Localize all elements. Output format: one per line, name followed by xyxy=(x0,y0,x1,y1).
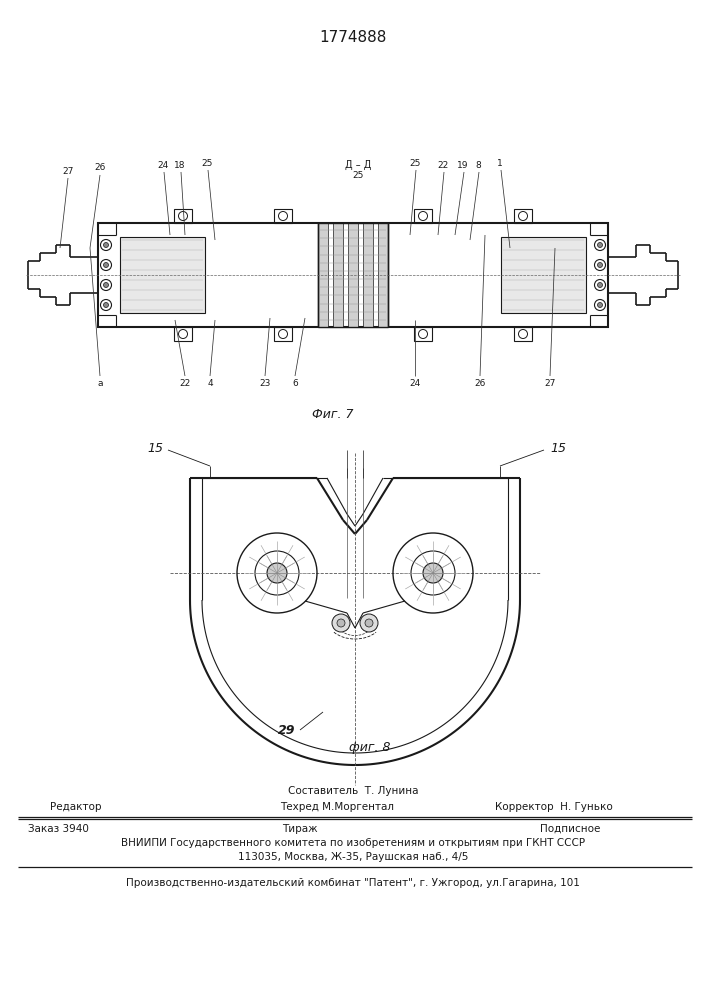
Circle shape xyxy=(597,262,602,267)
Text: Составитель  Т. Лунина: Составитель Т. Лунина xyxy=(288,786,419,796)
Text: 19: 19 xyxy=(457,160,469,169)
Circle shape xyxy=(360,614,378,632)
Text: Фиг. 7: Фиг. 7 xyxy=(312,408,354,422)
Text: фиг. 8: фиг. 8 xyxy=(349,740,391,754)
Text: Производственно-издательский комбинат "Патент", г. Ужгород, ул.Гагарина, 101: Производственно-издательский комбинат "П… xyxy=(126,878,580,888)
Circle shape xyxy=(103,262,108,267)
Bar xyxy=(274,327,292,341)
Text: ВНИИПИ Государственного комитета по изобретениям и открытиям при ГКНТ СССР: ВНИИПИ Государственного комитета по изоб… xyxy=(121,838,585,848)
Circle shape xyxy=(597,302,602,308)
Text: а: а xyxy=(98,378,103,387)
Circle shape xyxy=(337,619,345,627)
Bar xyxy=(414,327,432,341)
Text: 24: 24 xyxy=(158,160,169,169)
Text: 25: 25 xyxy=(201,158,213,167)
Text: 25: 25 xyxy=(409,158,421,167)
Text: 6: 6 xyxy=(292,378,298,387)
Text: 26: 26 xyxy=(474,378,486,387)
Circle shape xyxy=(365,619,373,627)
Text: 113035, Москва, Ж-35, Раушская наб., 4/5: 113035, Москва, Ж-35, Раушская наб., 4/5 xyxy=(238,852,468,862)
Text: Подписное: Подписное xyxy=(540,824,600,834)
Bar xyxy=(318,223,388,327)
Text: 8: 8 xyxy=(475,160,481,169)
Bar xyxy=(333,223,343,327)
Text: 15: 15 xyxy=(550,442,566,454)
Text: 24: 24 xyxy=(409,378,421,387)
Text: Корректор  Н. Гунько: Корректор Н. Гунько xyxy=(495,802,613,812)
Text: 22: 22 xyxy=(180,378,191,387)
Text: 27: 27 xyxy=(62,167,74,176)
Circle shape xyxy=(332,614,350,632)
Bar xyxy=(98,223,608,327)
Text: 4: 4 xyxy=(207,378,213,387)
Text: 29: 29 xyxy=(279,724,296,736)
Circle shape xyxy=(103,302,108,308)
Text: 26: 26 xyxy=(94,163,105,172)
Bar xyxy=(120,237,205,313)
Text: Техред М.Моргентал: Техред М.Моргентал xyxy=(280,802,394,812)
Circle shape xyxy=(597,242,602,247)
Bar xyxy=(348,223,358,327)
Bar xyxy=(514,327,532,341)
Text: 1: 1 xyxy=(497,158,503,167)
Bar xyxy=(174,327,192,341)
Text: 23: 23 xyxy=(259,378,271,387)
Bar xyxy=(318,223,328,327)
Bar xyxy=(274,209,292,223)
Circle shape xyxy=(103,282,108,288)
Text: Д – Д: Д – Д xyxy=(345,160,371,170)
Bar xyxy=(514,209,532,223)
Circle shape xyxy=(103,242,108,247)
Circle shape xyxy=(597,282,602,288)
Text: 22: 22 xyxy=(438,160,449,169)
Bar xyxy=(378,223,388,327)
Circle shape xyxy=(423,563,443,583)
Text: 1774888: 1774888 xyxy=(320,30,387,45)
Text: 18: 18 xyxy=(174,160,186,169)
Bar xyxy=(414,209,432,223)
Bar xyxy=(363,223,373,327)
Text: 27: 27 xyxy=(544,378,556,387)
Bar xyxy=(174,209,192,223)
Bar xyxy=(501,237,586,313)
Text: Заказ 3940: Заказ 3940 xyxy=(28,824,89,834)
Circle shape xyxy=(267,563,287,583)
Text: 15: 15 xyxy=(147,442,163,454)
Text: 25: 25 xyxy=(352,170,363,180)
Text: Тираж: Тираж xyxy=(282,824,318,834)
Text: Редактор: Редактор xyxy=(50,802,102,812)
